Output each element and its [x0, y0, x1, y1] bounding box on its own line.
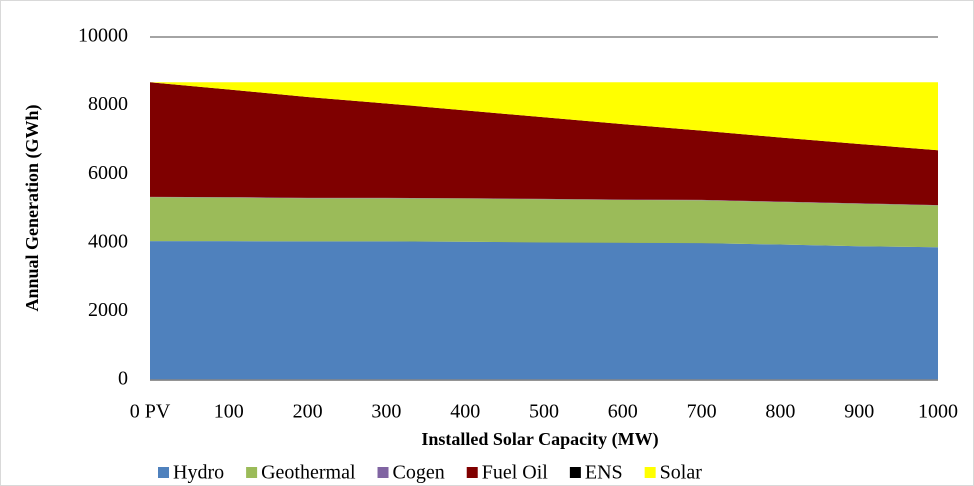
x-tick-label: 700	[687, 401, 717, 423]
legend-label: Geothermal	[261, 462, 356, 484]
legend-swatch	[569, 467, 581, 478]
x-tick-label: 400	[450, 401, 480, 423]
legend-swatch	[158, 467, 169, 478]
legend-swatch	[466, 467, 478, 478]
x-tick-label: 900	[844, 401, 874, 423]
legend-label: Fuel Oil	[482, 462, 549, 484]
legend-swatch	[377, 467, 389, 478]
x-tick-label: 500	[529, 401, 559, 423]
area	[150, 82, 938, 206]
legend-swatch	[246, 467, 258, 478]
x-tick-label: 600	[608, 401, 638, 423]
x-tick-label: 0 PV	[130, 401, 171, 423]
y-tick-label: 4000	[88, 230, 128, 252]
area	[150, 82, 938, 151]
x-axis-title: Installed Solar Capacity (MW)	[421, 429, 658, 450]
y-axis-title: Annual Generation (GWh)	[22, 104, 43, 311]
x-tick-label: 200	[293, 401, 323, 423]
legend-label: Cogen	[393, 462, 445, 484]
y-tick-label: 10000	[78, 25, 128, 47]
legend-label: ENS	[585, 462, 623, 484]
y-tick-label: 2000	[88, 299, 128, 321]
x-tick-label: 300	[371, 401, 401, 423]
legend-label: Solar	[660, 462, 703, 484]
legend-swatch	[644, 467, 656, 478]
x-tick-label: 100	[214, 401, 244, 423]
x-tick-label: 1000	[918, 401, 958, 423]
area	[150, 197, 938, 248]
x-tick-label: 800	[765, 401, 795, 423]
y-tick-label: 6000	[88, 162, 128, 184]
y-tick-label: 8000	[88, 93, 128, 115]
area	[150, 241, 938, 380]
legend-label: Hydro	[173, 462, 224, 484]
y-tick-label: 0	[118, 368, 128, 390]
